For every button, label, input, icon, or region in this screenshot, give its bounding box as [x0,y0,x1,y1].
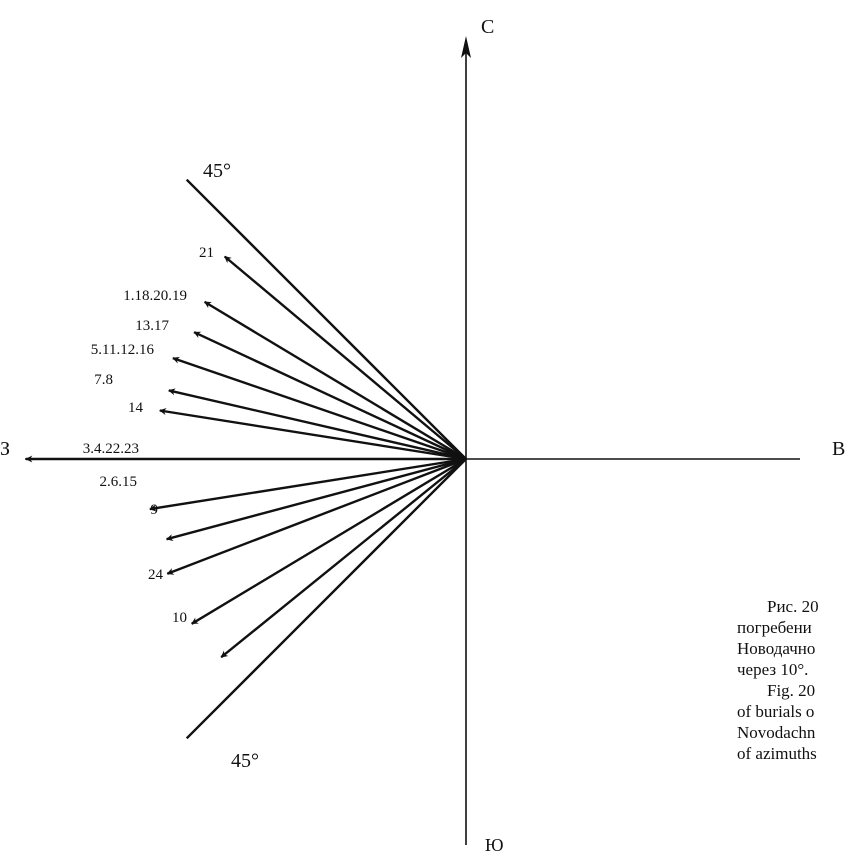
orientation-ray [166,457,467,575]
orientation-ray [220,458,467,659]
orientation-rays [25,178,467,740]
ray-label: 24 [148,567,164,583]
caption-line: of azimuths [737,744,817,763]
orientation-ray [185,458,467,740]
figure-caption: Рис. 20 погребени Новодачно через 10°. F… [737,596,847,764]
orientation-ray [191,457,467,625]
upper-sector-angle-label: 45° [203,160,231,182]
lower-sector-angle-label: 45° [231,750,259,772]
ray-label: 9 [151,502,159,518]
north-arrow-icon [461,36,471,58]
orientation-ray [149,457,467,512]
ray-label: 7.8 [94,372,113,388]
ray-label: 3.4.22.23 [83,441,139,457]
north-label: С [481,16,494,38]
orientation-ray [159,408,467,461]
caption-line: Fig. 20 [767,681,816,700]
ray-label: 2.6.15 [100,474,138,490]
ray-label: 21 [199,245,214,261]
caption-line: через 10°. [737,660,809,679]
caption-line: Новодачно [737,639,816,658]
ray-label: 1.18.20.19 [123,288,187,304]
ray-label: 13.17 [135,318,169,334]
caption-line: погребени [737,618,812,637]
orientation-ray [165,457,467,541]
east-label: В [832,438,845,460]
orientation-ray [223,255,467,460]
orientation-ray [185,178,467,460]
ray-label: 14 [128,400,144,416]
orientation-ray-labels: 21 1.18.20.19 13.17 5.11.12.16 7.8 14 3.4.22.2… [83,245,214,626]
orientation-ray [172,356,467,461]
caption-line: Novodachn [737,723,816,742]
orientation-ray [193,331,467,461]
ray-label: 5.11.12.16 [91,342,155,358]
west-label: З [0,438,10,460]
orientation-ray [203,300,467,461]
ray-label: 10 [172,610,187,626]
caption-line: of burials o [737,702,815,721]
caption-line: Рис. 20 [767,597,819,616]
orientation-ray [168,388,467,461]
south-label: Ю [485,835,504,855]
